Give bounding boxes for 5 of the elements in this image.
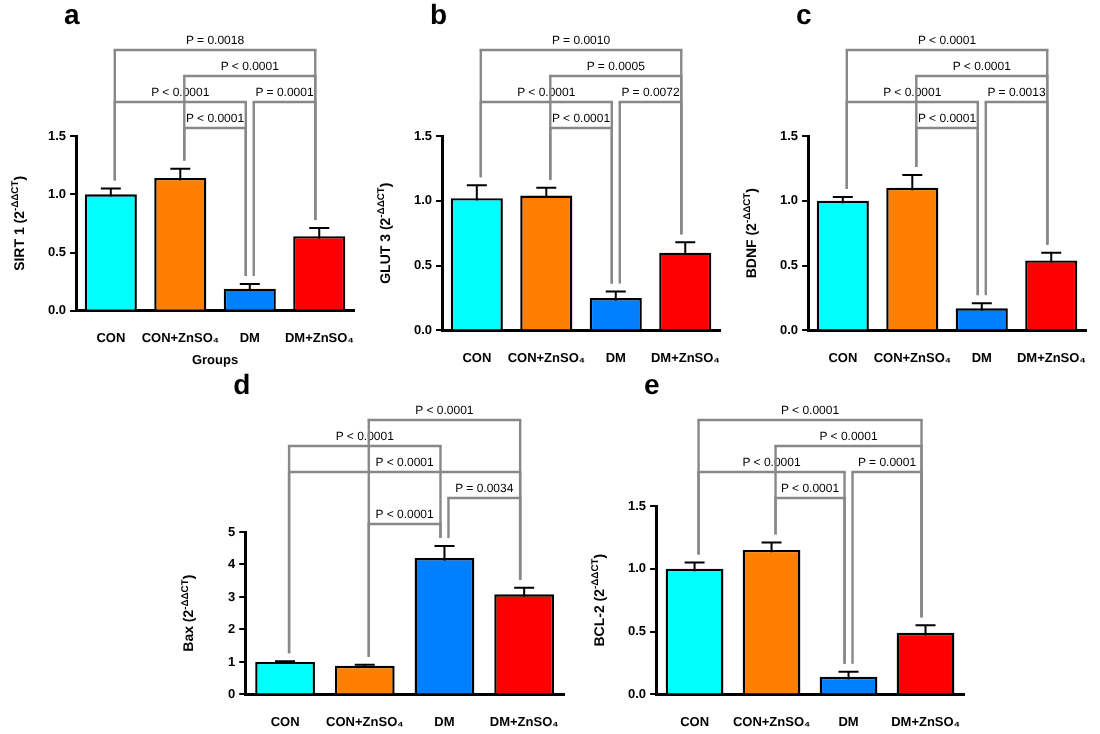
chart-title: d [233,368,251,400]
chart-title: c [796,0,812,30]
chart-title: e [644,368,660,400]
chart-title: a [64,0,80,30]
chart-title: b [430,0,448,30]
